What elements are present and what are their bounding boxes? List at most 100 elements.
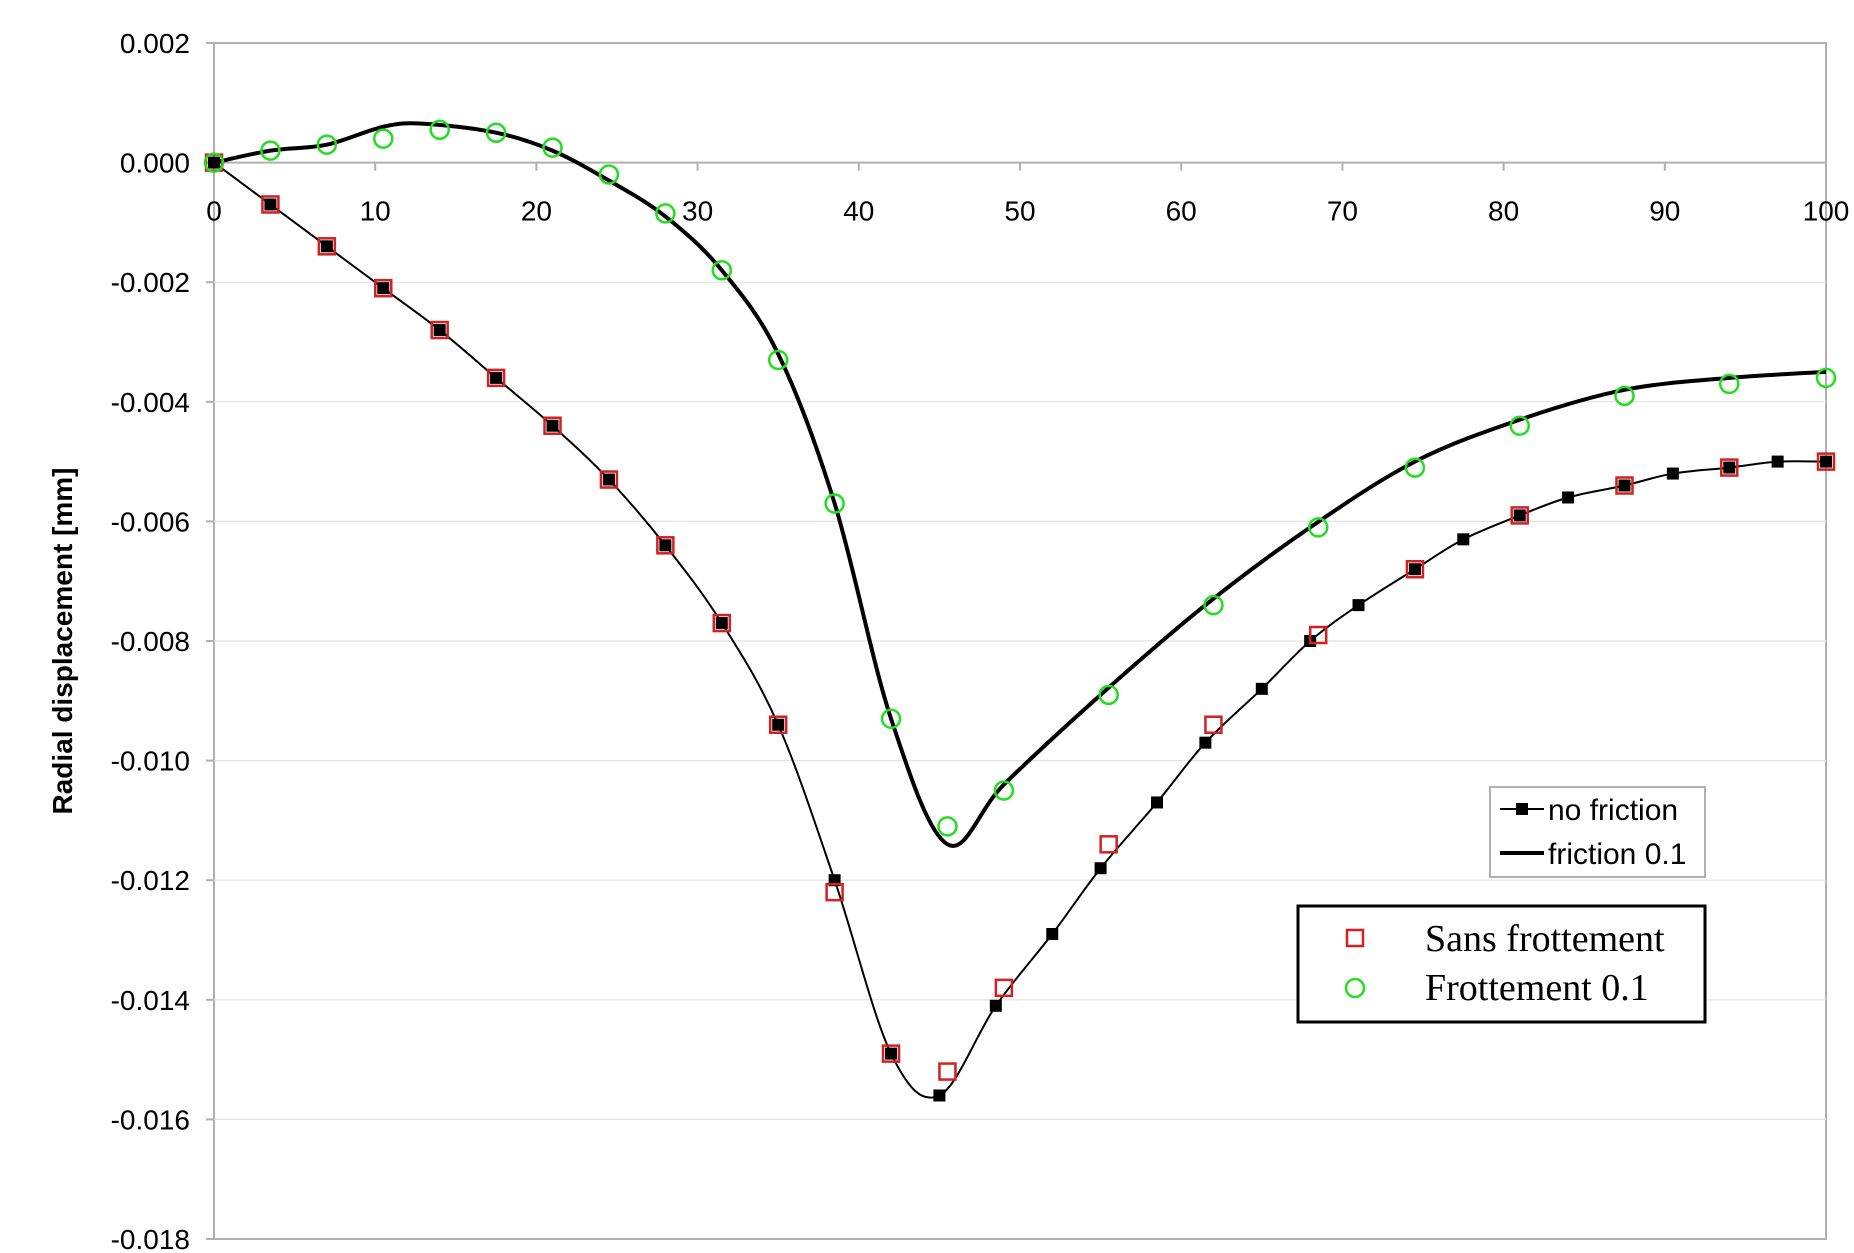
data-point	[1457, 533, 1470, 546]
x-tick-label: 40	[843, 196, 874, 227]
legend-sans-frottement-marker	[1345, 928, 1365, 948]
data-point	[1352, 599, 1365, 612]
data-point	[1816, 452, 1836, 471]
y-tick-label: -0.014	[111, 985, 190, 1016]
y-tick-label: -0.016	[111, 1104, 190, 1135]
y-tick-label: -0.012	[111, 865, 190, 896]
data-point	[543, 416, 562, 435]
data-point	[712, 613, 732, 633]
data-point	[880, 708, 902, 729]
data-point	[1307, 517, 1329, 538]
data-point	[599, 470, 619, 489]
data-point	[1723, 461, 1736, 474]
x-tick-label: 10	[360, 196, 391, 227]
y-axis-ticks: 0.002 0.000 -0.002 -0.004 -0.006 -0.008 -0.010…	[111, 28, 214, 1253]
data-point	[485, 122, 507, 143]
data-point	[938, 1062, 957, 1081]
x-tick-label: 70	[1327, 196, 1358, 227]
data-point	[486, 368, 506, 388]
data-point	[490, 371, 503, 384]
data-point	[1199, 736, 1212, 749]
data-point	[1255, 682, 1268, 695]
data-point	[1618, 479, 1631, 492]
x-tick-label: 60	[1166, 196, 1197, 227]
series-frottement-0-1	[203, 119, 1837, 837]
data-point	[1509, 415, 1530, 436]
data-point	[711, 259, 733, 281]
data-point	[989, 999, 1002, 1012]
data-point	[316, 134, 338, 155]
data-point	[715, 617, 728, 630]
legend-english: no friction friction 0.1	[1489, 786, 1706, 878]
data-point	[1094, 862, 1107, 875]
data-point	[881, 1044, 901, 1063]
data-point	[598, 164, 620, 185]
data-point	[430, 320, 449, 340]
data-point	[1719, 373, 1740, 395]
data-point	[1666, 467, 1679, 480]
legend-frottement-label: Frottement 0.1	[1425, 967, 1649, 1009]
legend-french: Sans frottement Frottement 0.1	[1296, 904, 1707, 1024]
data-point	[994, 978, 1014, 998]
data-point	[208, 156, 220, 169]
data-point	[659, 539, 672, 552]
data-point	[1099, 835, 1118, 854]
data-point	[1513, 509, 1526, 522]
data-point	[1562, 491, 1575, 504]
data-point	[993, 780, 1015, 801]
series-layer	[203, 119, 1837, 1102]
data-point	[1151, 796, 1164, 809]
x-tick-label: 100	[1803, 196, 1850, 227]
legend-english-frame	[1489, 786, 1706, 878]
series-sans-frottement	[204, 153, 1836, 1081]
x-tick-label: 30	[682, 196, 713, 227]
data-point	[1615, 476, 1634, 495]
y-tick-label: -0.010	[111, 746, 190, 777]
data-point	[203, 152, 225, 173]
legend-sans-frottement-label: Sans frottement	[1425, 918, 1665, 960]
data-point	[429, 119, 450, 140]
y-tick-label: -0.018	[111, 1224, 190, 1253]
data-point	[317, 237, 337, 256]
y-tick-label: -0.006	[111, 506, 190, 537]
data-point	[1815, 367, 1837, 389]
data-point	[824, 493, 845, 514]
y-tick-label: -0.004	[111, 387, 190, 418]
series-no-friction	[208, 156, 1832, 1102]
legend-no-friction-label: no friction	[1548, 794, 1678, 827]
data-point	[768, 715, 788, 734]
data-point	[320, 240, 333, 253]
y-tick-label: -0.002	[111, 267, 190, 298]
data-point	[1203, 594, 1224, 616]
legend-french-frame	[1296, 904, 1707, 1024]
data-point	[433, 324, 446, 337]
data-point	[1820, 455, 1832, 468]
x-tick-label: 80	[1488, 196, 1519, 227]
data-point	[933, 1089, 946, 1102]
data-point	[825, 882, 844, 902]
data-point	[1308, 625, 1328, 645]
data-point	[1510, 506, 1529, 525]
data-point	[542, 137, 563, 158]
data-point	[1614, 385, 1635, 407]
legend-no-friction-marker	[1516, 803, 1528, 815]
data-point	[1098, 684, 1119, 706]
data-point	[1771, 455, 1784, 468]
data-point	[374, 278, 393, 298]
data-point	[655, 203, 676, 224]
y-axis-label: Radial displacement [mm]	[47, 468, 78, 815]
series-friction-0-1	[213, 121, 1827, 848]
data-point	[1720, 458, 1739, 477]
data-point	[937, 816, 958, 837]
data-point	[885, 1047, 898, 1060]
y-tick-label: 0.000	[120, 148, 190, 179]
data-point	[656, 536, 675, 555]
data-point	[261, 195, 280, 214]
x-tick-label: 50	[1004, 196, 1035, 227]
x-tick-label: 90	[1649, 196, 1680, 227]
data-point	[772, 718, 785, 731]
data-point	[602, 473, 615, 486]
data-point	[264, 198, 277, 211]
data-point	[546, 419, 559, 432]
